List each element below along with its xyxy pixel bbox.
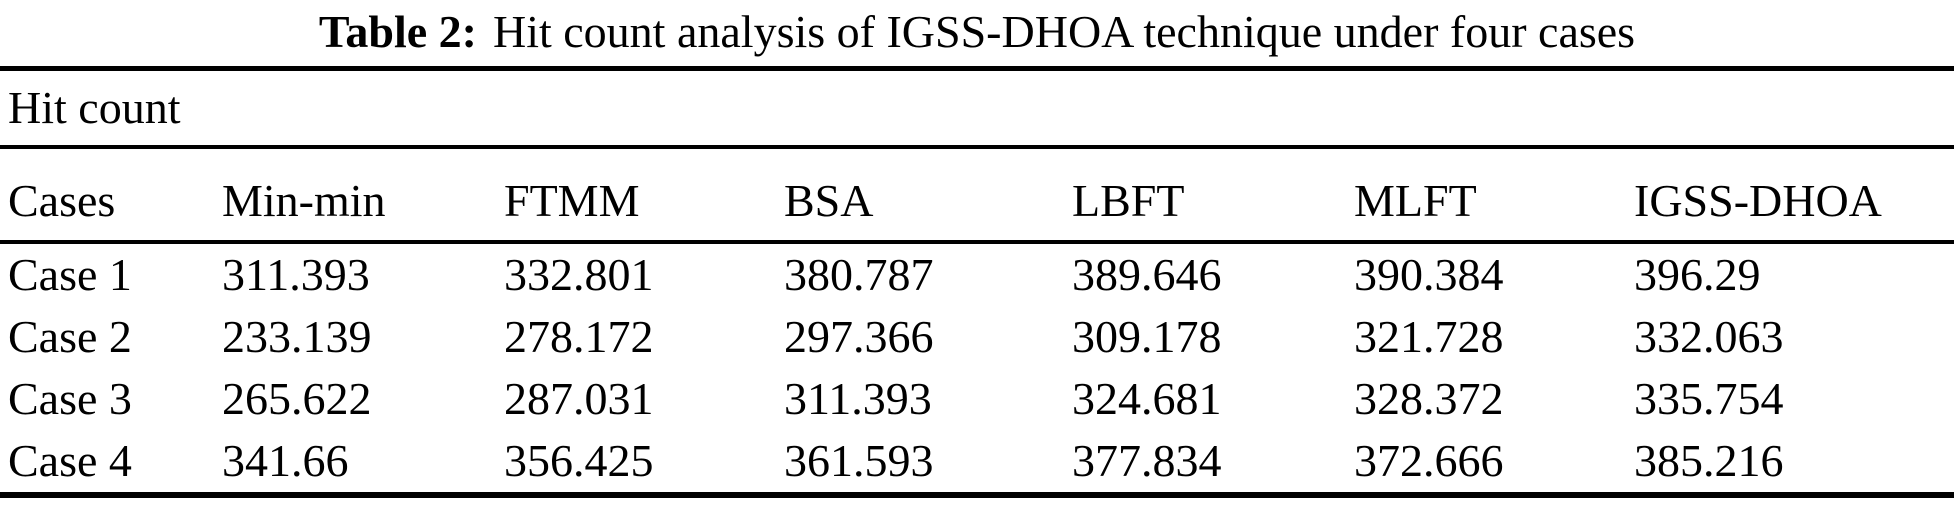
column-header-min-min: Min-min	[222, 147, 504, 244]
cell-value: 311.393	[222, 249, 370, 300]
column-header-ftmm: FTMM	[504, 147, 784, 244]
table-caption: Table 2: Hit count analysis of IGSS-DHOA …	[0, 0, 1954, 66]
table-caption-label: Table 2:	[318, 6, 477, 57]
cell-value: 361.593	[784, 435, 934, 486]
cell-value: 335.754	[1634, 373, 1784, 424]
table-row: Case 3 265.622 287.031 311.393 324.681 3…	[0, 368, 1954, 430]
cell-value: 356.425	[504, 435, 654, 486]
cell-value: 233.139	[222, 311, 372, 362]
hit-count-table: Hit count Cases Min-min FTMM BSA LBFT ML…	[0, 66, 1954, 498]
column-header-igss-dhoa: IGSS-DHOA	[1634, 147, 1954, 244]
cell-value: 324.681	[1072, 373, 1222, 424]
row-label: Case 2	[8, 311, 132, 362]
table-header-row: Cases Min-min FTMM BSA LBFT MLFT IGSS-DH…	[0, 147, 1954, 244]
cell-value: 377.834	[1072, 435, 1222, 486]
row-label: Case 3	[8, 373, 132, 424]
table-group-header-row: Hit count	[0, 68, 1954, 149]
cell-value: 380.787	[784, 249, 934, 300]
column-header-lbft: LBFT	[1072, 147, 1354, 244]
cell-value: 265.622	[222, 373, 372, 424]
table-caption-text: Hit count analysis of IGSS-DHOA techniqu…	[492, 6, 1636, 57]
cell-value: 297.366	[784, 311, 934, 362]
cell-value: 385.216	[1634, 435, 1784, 486]
cell-value: 372.666	[1354, 435, 1504, 486]
column-header-mlft: MLFT	[1354, 147, 1634, 244]
column-header-cases: Cases	[0, 147, 222, 244]
cell-value: 341.66	[222, 435, 349, 486]
group-header-label: Hit count	[0, 68, 1954, 149]
table-row: Case 4 341.66 356.425 361.593 377.834 37…	[0, 430, 1954, 495]
row-label: Case 4	[8, 435, 132, 486]
cell-value: 396.29	[1634, 249, 1761, 300]
cell-value: 321.728	[1354, 311, 1504, 362]
cell-value: 287.031	[504, 373, 654, 424]
row-label: Case 1	[8, 249, 132, 300]
cell-value: 332.801	[504, 249, 654, 300]
cell-value: 389.646	[1072, 249, 1222, 300]
cell-value: 332.063	[1634, 311, 1784, 362]
table-row: Case 2 233.139 278.172 297.366 309.178 3…	[0, 306, 1954, 368]
cell-value: 390.384	[1354, 249, 1504, 300]
cell-value: 328.372	[1354, 373, 1504, 424]
table-row: Case 1 311.393 332.801 380.787 389.646 3…	[0, 242, 1954, 306]
cell-value: 311.393	[784, 373, 932, 424]
column-header-bsa: BSA	[784, 147, 1072, 244]
cell-value: 309.178	[1072, 311, 1222, 362]
cell-value: 278.172	[504, 311, 654, 362]
